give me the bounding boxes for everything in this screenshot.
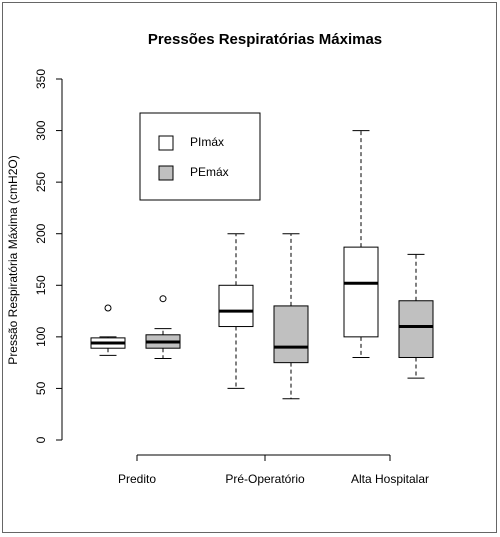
y-tick-label: 300 xyxy=(34,120,48,140)
legend-label: PEmáx xyxy=(190,165,229,179)
x-tick-label: Pré-Operatório xyxy=(225,472,305,486)
box xyxy=(343,246,379,338)
x-tick-label: Alta Hospitalar xyxy=(351,472,429,486)
legend-label: PImáx xyxy=(190,135,224,149)
outlier xyxy=(104,304,112,312)
x-tick-label: Predito xyxy=(118,472,156,486)
chart-title: Pressões Respiratórias Máximas xyxy=(148,31,382,48)
frame xyxy=(2,2,497,533)
y-tick-label: 100 xyxy=(34,327,48,347)
y-tick-label: 0 xyxy=(34,436,48,443)
y-tick-label: 150 xyxy=(34,275,48,295)
y-tick-label: 350 xyxy=(34,69,48,89)
y-tick-label: 200 xyxy=(34,223,48,243)
legend-swatch xyxy=(158,135,174,151)
box xyxy=(273,305,309,364)
legend-swatch xyxy=(158,165,174,181)
legend-box xyxy=(139,112,261,201)
box xyxy=(398,300,434,358)
y-tick-label: 250 xyxy=(34,172,48,192)
y-axis-label: Pressão Respiratória Máxima (cmH2O) xyxy=(6,155,20,364)
outlier xyxy=(159,295,167,303)
y-tick-label: 50 xyxy=(34,381,48,395)
box xyxy=(218,284,254,328)
